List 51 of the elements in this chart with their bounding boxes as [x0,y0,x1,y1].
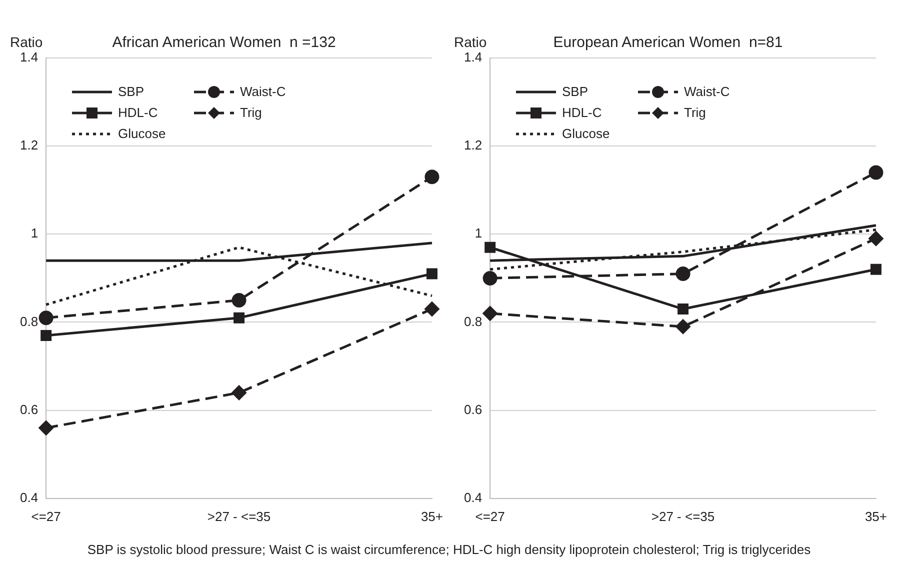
y-tick-label: 0.8 [464,314,482,329]
x-tick-label: >27 - <=35 [651,508,715,524]
x-tick-label: 35+ [864,508,888,524]
point [232,385,246,400]
legend-label: SBP [118,84,144,99]
legend-label: Glucose [562,126,610,141]
point [38,420,54,436]
point [868,231,884,246]
y-tick-label: 0.4 [464,490,482,505]
y-tick-label: 0.4 [20,490,38,505]
point [482,270,498,286]
y-axis-title: Ratio [454,34,487,50]
point [40,330,52,341]
y-tick-label: 1.2 [20,138,38,153]
legend-label: SBP [562,84,588,99]
y-tick-label: 0.8 [20,314,38,329]
legend-label: Waist-C [684,84,730,99]
x-tick-label: >27 - <=35 [207,508,271,524]
legend-label: Waist-C [240,84,286,99]
point [676,319,690,334]
point [676,266,690,282]
point [426,268,438,280]
chart-title: African American Women n =132 [112,34,336,52]
point [38,310,54,326]
point [870,264,882,275]
y-tick-label: 1 [30,226,38,241]
point [868,165,884,180]
point [232,292,246,308]
x-tick-label: 35+ [420,508,444,524]
y-tick-label: 0.6 [464,402,482,417]
y-tick-label: 0.6 [20,402,38,417]
legend-label: Trig [684,105,706,120]
y-tick-label: 1.4 [20,50,38,65]
chart-title: European American Women n=81 [553,34,783,52]
text: SBP is systolic blood pressure; Waist C is waist circumference; HDL-C high density lipoprotein cholesterol; Trig is triglycerides [86,542,812,557]
y-tick-label: 1 [474,226,482,241]
legend-label: HDL-C [562,105,602,120]
y-tick-label: 1.2 [464,138,482,153]
x-tick-label: <=27 [31,508,61,524]
y-axis-title: Ratio [10,34,43,50]
x-tick-label: <=27 [475,508,505,524]
point [234,312,245,324]
point [678,304,689,315]
legend-label: HDL-C [118,105,158,120]
legend-label: Trig [240,105,262,120]
y-tick-label: 1.4 [464,50,482,65]
point [482,306,498,321]
legend-label: Glucose [118,126,166,141]
point [424,302,440,316]
point [484,242,496,253]
point [424,170,440,184]
